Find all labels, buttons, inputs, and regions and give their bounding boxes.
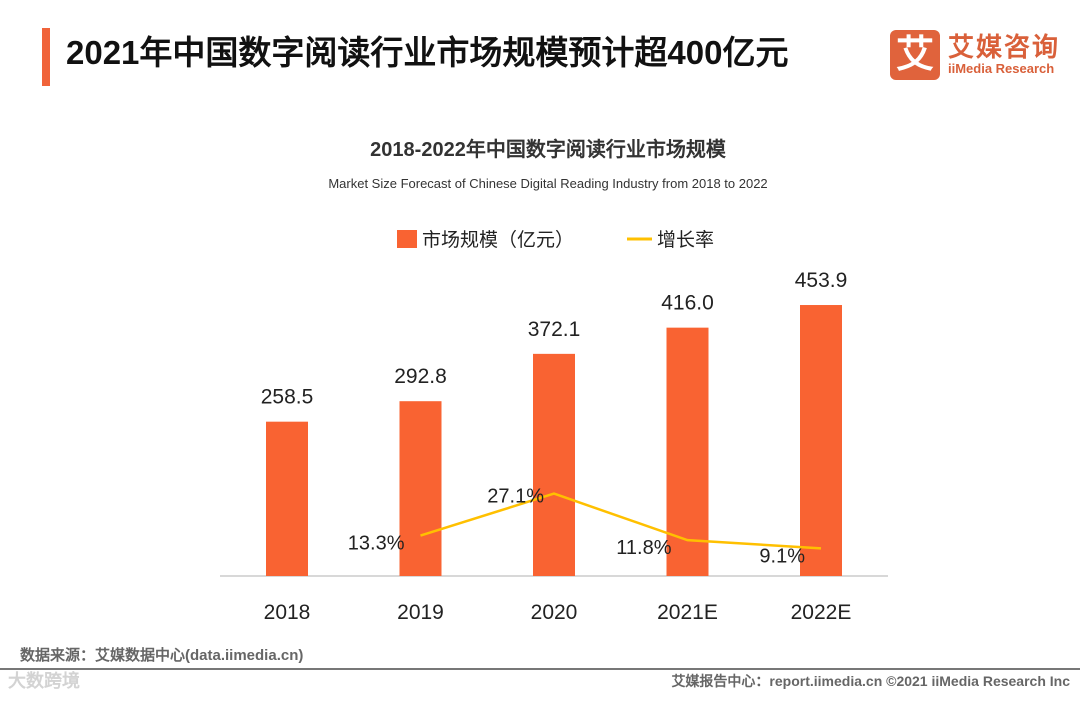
watermark: 大数跨境 (8, 671, 80, 691)
bar-value-label: 372.1 (528, 318, 581, 341)
x-tick-label: 2019 (397, 601, 444, 624)
growth-rate-label: 9.1% (759, 545, 805, 567)
page-title: 2021年中国数字阅读行业市场规模预计超400亿元 (66, 34, 789, 71)
legend-line-label: 增长率 (657, 229, 714, 251)
chart-title: 2018-2022年中国数字阅读行业市场规模 (370, 137, 727, 161)
data-source: 数据来源：艾媒数据中心(data.iimedia.cn) (20, 647, 304, 664)
bar-value-label: 416.0 (661, 292, 714, 315)
growth-rate-line (420, 492, 822, 550)
x-tick-label: 2020 (531, 601, 578, 624)
bar (666, 327, 709, 576)
legend-bar-swatch (397, 230, 417, 248)
legend-bar-label: 市场规模（亿元） (422, 229, 574, 251)
growth-rate-label: 11.8% (616, 537, 671, 559)
x-tick-label: 2021E (657, 601, 718, 624)
growth-rate-label: 13.3% (348, 533, 405, 555)
growth-rate-label: 27.1% (487, 486, 544, 508)
bar (800, 305, 842, 576)
bar-value-label: 292.8 (394, 365, 447, 388)
logo-mark: 艾 (889, 30, 940, 80)
bar (533, 353, 575, 576)
bar (266, 421, 308, 576)
bar-value-label: 453.9 (795, 269, 848, 292)
header: 2021年中国数字阅读行业市场规模预计超400亿元 艾 艾媒咨询 iiMedia… (0, 0, 1080, 100)
iimedia-logo: 艾 艾媒咨询 iiMedia Research (889, 30, 1060, 80)
chart: 2018-2022年中国数字阅读行业市场规模 Market Size Forec… (220, 137, 888, 624)
x-tick-label: 2018 (264, 601, 311, 624)
logo-cn: 艾媒咨询 (947, 32, 1060, 62)
title-accent-bar (42, 28, 50, 86)
footer-credit: 艾媒报告中心：report.iimedia.cn ©2021 iiMedia R… (671, 673, 1070, 689)
logo-en: iiMedia Research (947, 61, 1055, 76)
bar (399, 401, 442, 576)
chart-subtitle: Market Size Forecast of Chinese Digital … (328, 176, 767, 191)
x-tick-label: 2022E (791, 601, 852, 624)
bar-value-label: 258.5 (261, 386, 314, 409)
footer-divider (0, 668, 1080, 670)
